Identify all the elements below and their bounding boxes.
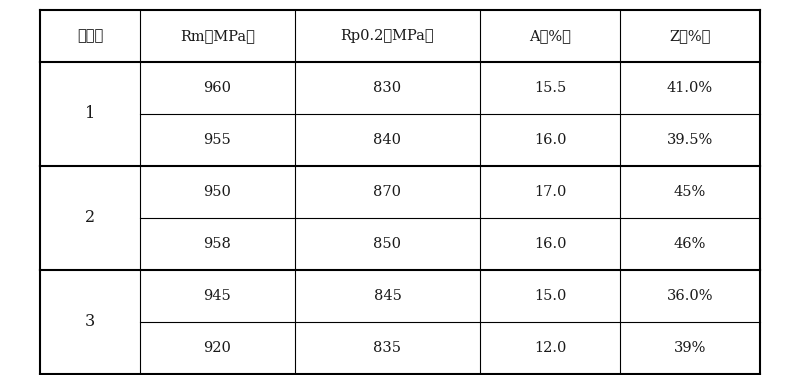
Text: 15.0: 15.0 (534, 289, 566, 303)
Text: 36.0%: 36.0% (666, 289, 714, 303)
Text: 实施例: 实施例 (77, 29, 103, 43)
Text: 830: 830 (374, 81, 402, 95)
Text: 46%: 46% (674, 237, 706, 251)
Text: 920: 920 (203, 341, 231, 355)
Text: 3: 3 (85, 314, 95, 330)
Text: 1: 1 (85, 105, 95, 123)
Text: A（%）: A（%） (529, 29, 571, 43)
Text: 17.0: 17.0 (534, 185, 566, 199)
Text: Rp0.2（MPa）: Rp0.2（MPa） (341, 29, 434, 43)
Text: 15.5: 15.5 (534, 81, 566, 95)
Text: 850: 850 (374, 237, 402, 251)
Text: 835: 835 (374, 341, 402, 355)
Text: 16.0: 16.0 (534, 133, 566, 147)
Text: Z（%）: Z（%） (670, 29, 710, 43)
Text: 39%: 39% (674, 341, 706, 355)
Text: 12.0: 12.0 (534, 341, 566, 355)
Text: 958: 958 (203, 237, 231, 251)
Text: 45%: 45% (674, 185, 706, 199)
Text: 950: 950 (203, 185, 231, 199)
Text: 955: 955 (204, 133, 231, 147)
Text: 845: 845 (374, 289, 402, 303)
Text: 840: 840 (374, 133, 402, 147)
Text: 16.0: 16.0 (534, 237, 566, 251)
Text: 41.0%: 41.0% (667, 81, 713, 95)
Text: 945: 945 (204, 289, 231, 303)
Text: 960: 960 (203, 81, 231, 95)
Text: Rm（MPa）: Rm（MPa） (180, 29, 255, 43)
Text: 2: 2 (85, 210, 95, 226)
Text: 39.5%: 39.5% (667, 133, 713, 147)
Text: 870: 870 (374, 185, 402, 199)
